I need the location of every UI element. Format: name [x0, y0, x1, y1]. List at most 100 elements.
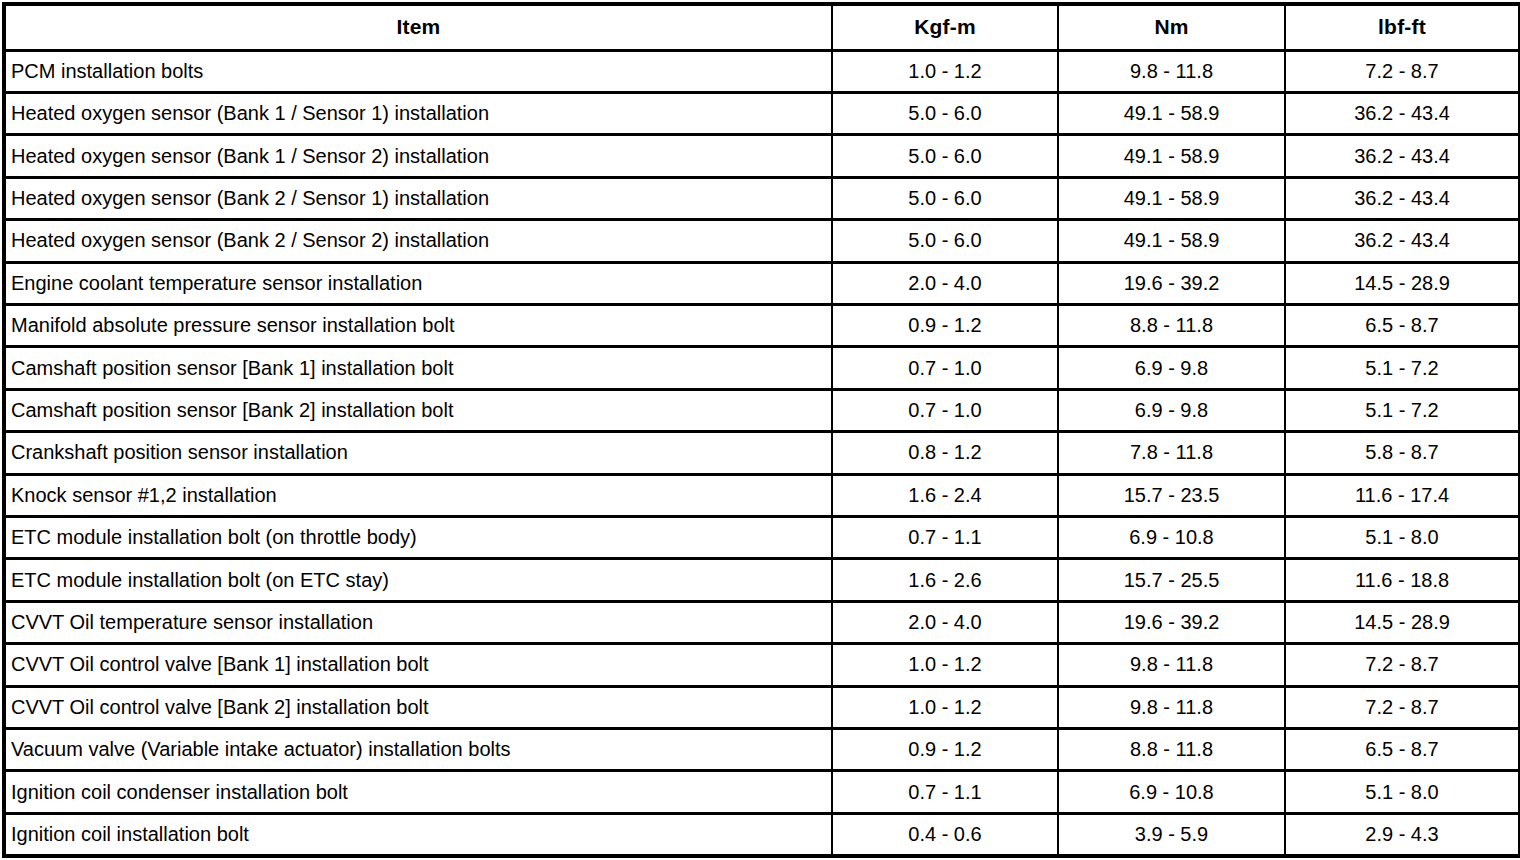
lbfft-cell: 5.1 - 7.2: [1285, 347, 1520, 389]
item-cell: Heated oxygen sensor (Bank 1 / Sensor 1)…: [4, 92, 832, 134]
table-body: PCM installation bolts 1.0 - 1.2 9.8 - 1…: [4, 50, 1520, 856]
item-cell: CVVT Oil control valve [Bank 2] installa…: [4, 686, 832, 728]
lbfft-cell: 7.2 - 8.7: [1285, 50, 1520, 92]
header-kgfm: Kgf-m: [832, 4, 1058, 50]
lbfft-cell: 36.2 - 43.4: [1285, 177, 1520, 219]
item-cell: Camshaft position sensor [Bank 2] instal…: [4, 389, 832, 431]
nm-cell: 3.9 - 5.9: [1058, 813, 1285, 856]
item-cell: Heated oxygen sensor (Bank 1 / Sensor 2)…: [4, 135, 832, 177]
kgfm-cell: 0.4 - 0.6: [832, 813, 1058, 856]
table-row: PCM installation bolts 1.0 - 1.2 9.8 - 1…: [4, 50, 1520, 92]
table-row: Manifold absolute pressure sensor instal…: [4, 304, 1520, 346]
nm-cell: 6.9 - 10.8: [1058, 771, 1285, 813]
item-cell: PCM installation bolts: [4, 50, 832, 92]
table-row: Engine coolant temperature sensor instal…: [4, 262, 1520, 304]
header-item: Item: [4, 4, 832, 50]
lbfft-cell: 5.1 - 8.0: [1285, 516, 1520, 558]
kgfm-cell: 0.7 - 1.1: [832, 516, 1058, 558]
nm-cell: 8.8 - 11.8: [1058, 304, 1285, 346]
lbfft-cell: 11.6 - 17.4: [1285, 474, 1520, 516]
kgfm-cell: 0.7 - 1.0: [832, 347, 1058, 389]
lbfft-cell: 6.5 - 8.7: [1285, 304, 1520, 346]
item-cell: Manifold absolute pressure sensor instal…: [4, 304, 832, 346]
kgfm-cell: 0.7 - 1.1: [832, 771, 1058, 813]
item-cell: Camshaft position sensor [Bank 1] instal…: [4, 347, 832, 389]
table-row: ETC module installation bolt (on throttl…: [4, 516, 1520, 558]
table-row: Ignition coil condenser installation bol…: [4, 771, 1520, 813]
torque-spec-table: Item Kgf-m Nm lbf-ft PCM installation bo…: [2, 2, 1520, 858]
table-row: CVVT Oil temperature sensor installation…: [4, 601, 1520, 643]
item-cell: CVVT Oil temperature sensor installation: [4, 601, 832, 643]
table-row: Camshaft position sensor [Bank 2] instal…: [4, 389, 1520, 431]
kgfm-cell: 5.0 - 6.0: [832, 177, 1058, 219]
table-row: Heated oxygen sensor (Bank 2 / Sensor 2)…: [4, 220, 1520, 262]
header-row: Item Kgf-m Nm lbf-ft: [4, 4, 1520, 50]
table-row: Camshaft position sensor [Bank 1] instal…: [4, 347, 1520, 389]
kgfm-cell: 0.9 - 1.2: [832, 304, 1058, 346]
table-row: CVVT Oil control valve [Bank 1] installa…: [4, 644, 1520, 686]
nm-cell: 49.1 - 58.9: [1058, 177, 1285, 219]
item-cell: Heated oxygen sensor (Bank 2 / Sensor 2)…: [4, 220, 832, 262]
lbfft-cell: 5.8 - 8.7: [1285, 432, 1520, 474]
lbfft-cell: 36.2 - 43.4: [1285, 220, 1520, 262]
lbfft-cell: 5.1 - 8.0: [1285, 771, 1520, 813]
nm-cell: 6.9 - 10.8: [1058, 516, 1285, 558]
kgfm-cell: 2.0 - 4.0: [832, 601, 1058, 643]
kgfm-cell: 5.0 - 6.0: [832, 135, 1058, 177]
nm-cell: 49.1 - 58.9: [1058, 135, 1285, 177]
kgfm-cell: 1.6 - 2.4: [832, 474, 1058, 516]
nm-cell: 8.8 - 11.8: [1058, 729, 1285, 771]
lbfft-cell: 36.2 - 43.4: [1285, 135, 1520, 177]
lbfft-cell: 11.6 - 18.8: [1285, 559, 1520, 601]
item-cell: ETC module installation bolt (on ETC sta…: [4, 559, 832, 601]
table-row: CVVT Oil control valve [Bank 2] installa…: [4, 686, 1520, 728]
lbfft-cell: 5.1 - 7.2: [1285, 389, 1520, 431]
item-cell: Crankshaft position sensor installation: [4, 432, 832, 474]
nm-cell: 49.1 - 58.9: [1058, 220, 1285, 262]
item-cell: Engine coolant temperature sensor instal…: [4, 262, 832, 304]
nm-cell: 19.6 - 39.2: [1058, 601, 1285, 643]
table-row: Vacuum valve (Variable intake actuator) …: [4, 729, 1520, 771]
nm-cell: 19.6 - 39.2: [1058, 262, 1285, 304]
lbfft-cell: 14.5 - 28.9: [1285, 262, 1520, 304]
nm-cell: 9.8 - 11.8: [1058, 50, 1285, 92]
lbfft-cell: 36.2 - 43.4: [1285, 92, 1520, 134]
table-row: Heated oxygen sensor (Bank 1 / Sensor 1)…: [4, 92, 1520, 134]
nm-cell: 9.8 - 11.8: [1058, 644, 1285, 686]
kgfm-cell: 1.6 - 2.6: [832, 559, 1058, 601]
lbfft-cell: 7.2 - 8.7: [1285, 644, 1520, 686]
kgfm-cell: 1.0 - 1.2: [832, 686, 1058, 728]
kgfm-cell: 0.8 - 1.2: [832, 432, 1058, 474]
kgfm-cell: 2.0 - 4.0: [832, 262, 1058, 304]
item-cell: Vacuum valve (Variable intake actuator) …: [4, 729, 832, 771]
nm-cell: 15.7 - 23.5: [1058, 474, 1285, 516]
table-row: Ignition coil installation bolt 0.4 - 0.…: [4, 813, 1520, 856]
nm-cell: 9.8 - 11.8: [1058, 686, 1285, 728]
table-row: Crankshaft position sensor installation …: [4, 432, 1520, 474]
item-cell: Ignition coil installation bolt: [4, 813, 832, 856]
lbfft-cell: 6.5 - 8.7: [1285, 729, 1520, 771]
table-row: Heated oxygen sensor (Bank 1 / Sensor 2)…: [4, 135, 1520, 177]
lbfft-cell: 2.9 - 4.3: [1285, 813, 1520, 856]
item-cell: Knock sensor #1,2 installation: [4, 474, 832, 516]
nm-cell: 15.7 - 25.5: [1058, 559, 1285, 601]
nm-cell: 6.9 - 9.8: [1058, 347, 1285, 389]
table-row: Heated oxygen sensor (Bank 2 / Sensor 1)…: [4, 177, 1520, 219]
header-nm: Nm: [1058, 4, 1285, 50]
nm-cell: 49.1 - 58.9: [1058, 92, 1285, 134]
item-cell: ETC module installation bolt (on throttl…: [4, 516, 832, 558]
table-header: Item Kgf-m Nm lbf-ft: [4, 4, 1520, 50]
item-cell: CVVT Oil control valve [Bank 1] installa…: [4, 644, 832, 686]
lbfft-cell: 14.5 - 28.9: [1285, 601, 1520, 643]
item-cell: Ignition coil condenser installation bol…: [4, 771, 832, 813]
kgfm-cell: 0.7 - 1.0: [832, 389, 1058, 431]
kgfm-cell: 1.0 - 1.2: [832, 50, 1058, 92]
nm-cell: 6.9 - 9.8: [1058, 389, 1285, 431]
lbfft-cell: 7.2 - 8.7: [1285, 686, 1520, 728]
kgfm-cell: 0.9 - 1.2: [832, 729, 1058, 771]
item-cell: Heated oxygen sensor (Bank 2 / Sensor 1)…: [4, 177, 832, 219]
table-row: ETC module installation bolt (on ETC sta…: [4, 559, 1520, 601]
kgfm-cell: 5.0 - 6.0: [832, 220, 1058, 262]
table-row: Knock sensor #1,2 installation 1.6 - 2.4…: [4, 474, 1520, 516]
nm-cell: 7.8 - 11.8: [1058, 432, 1285, 474]
